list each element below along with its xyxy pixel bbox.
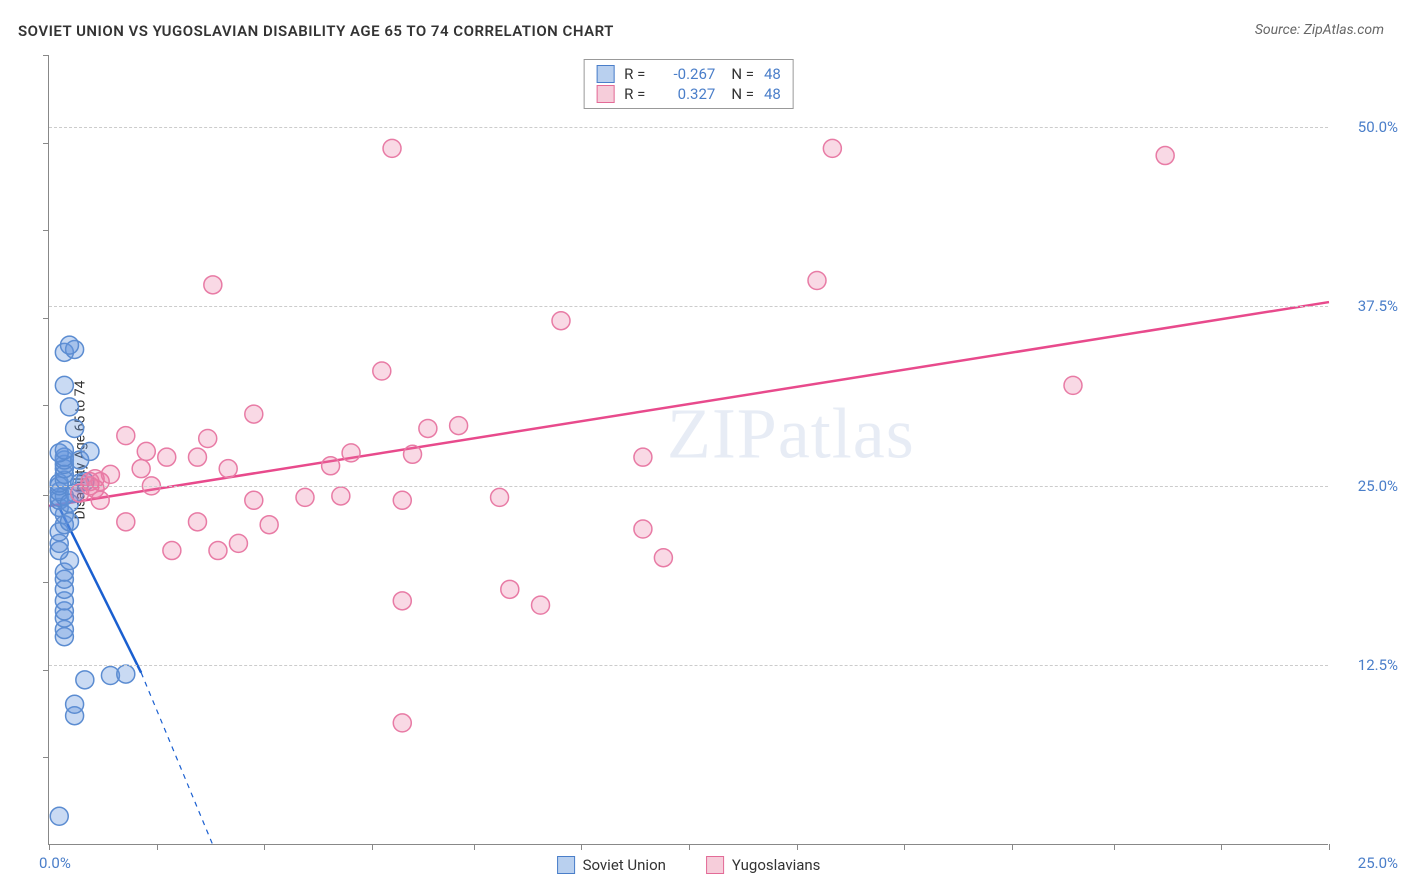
xtick bbox=[689, 844, 690, 850]
xtick bbox=[581, 844, 582, 850]
ytick bbox=[43, 670, 49, 671]
ytick-label: 12.5% bbox=[1358, 656, 1398, 674]
ytick bbox=[43, 405, 49, 406]
r-value-soviet: -0.267 bbox=[655, 65, 715, 83]
xtick bbox=[1012, 844, 1013, 850]
swatch-yugo-icon bbox=[706, 856, 724, 874]
ytick bbox=[43, 230, 49, 231]
legend-label-yugo: Yugoslavians bbox=[732, 856, 821, 874]
xtick bbox=[372, 844, 373, 850]
legend-item-yugo: Yugoslavians bbox=[706, 856, 821, 874]
x-origin-label: 0.0% bbox=[39, 854, 71, 872]
xtick bbox=[1329, 844, 1330, 850]
ytick bbox=[43, 318, 49, 319]
legend-label-soviet: Soviet Union bbox=[583, 856, 666, 874]
n-value-soviet: 48 bbox=[764, 65, 781, 83]
swatch-yugo-icon bbox=[596, 85, 614, 103]
n-label: N = bbox=[731, 65, 754, 83]
legend-stats-row-2: R = 0.327 N = 48 bbox=[596, 84, 781, 104]
xtick bbox=[264, 844, 265, 850]
ytick-label: 25.0% bbox=[1358, 477, 1398, 495]
legend-item-soviet: Soviet Union bbox=[557, 856, 666, 874]
ytick bbox=[43, 757, 49, 758]
legend-stats-row-1: R = -0.267 N = 48 bbox=[596, 64, 781, 84]
gridline bbox=[49, 127, 1328, 128]
source-label: Source: ZipAtlas.com bbox=[1255, 22, 1384, 38]
xtick bbox=[797, 844, 798, 850]
legend-stats: R = -0.267 N = 48 R = 0.327 N = 48 bbox=[583, 59, 794, 109]
gridline bbox=[49, 665, 1328, 666]
r-label: R = bbox=[624, 85, 645, 103]
swatch-soviet-icon bbox=[596, 65, 614, 83]
ytick-label: 37.5% bbox=[1358, 297, 1398, 315]
gridline bbox=[49, 486, 1328, 487]
ytick bbox=[43, 143, 49, 144]
xtick bbox=[1221, 844, 1222, 850]
chart-title: SOVIET UNION VS YUGOSLAVIAN DISABILITY A… bbox=[18, 22, 614, 40]
xtick bbox=[474, 844, 475, 850]
xtick bbox=[1114, 844, 1115, 850]
n-label: N = bbox=[731, 85, 754, 103]
chart-area: Disability Age 65 to 74 R = -0.267 N = 4… bbox=[48, 55, 1328, 845]
r-label: R = bbox=[624, 65, 645, 83]
xtick bbox=[49, 844, 50, 850]
x-end-label: 25.0% bbox=[1358, 854, 1398, 872]
xtick bbox=[157, 844, 158, 850]
ytick-label: 50.0% bbox=[1358, 118, 1398, 136]
plot-svg bbox=[49, 55, 1328, 844]
r-value-yugo: 0.327 bbox=[655, 85, 715, 103]
gridline bbox=[49, 306, 1328, 307]
ytick bbox=[43, 495, 49, 496]
xtick bbox=[904, 844, 905, 850]
swatch-soviet-icon bbox=[557, 856, 575, 874]
legend-series: Soviet Union Yugoslavians bbox=[557, 856, 821, 874]
ytick bbox=[43, 55, 49, 56]
ytick bbox=[43, 582, 49, 583]
n-value-yugo: 48 bbox=[764, 85, 781, 103]
